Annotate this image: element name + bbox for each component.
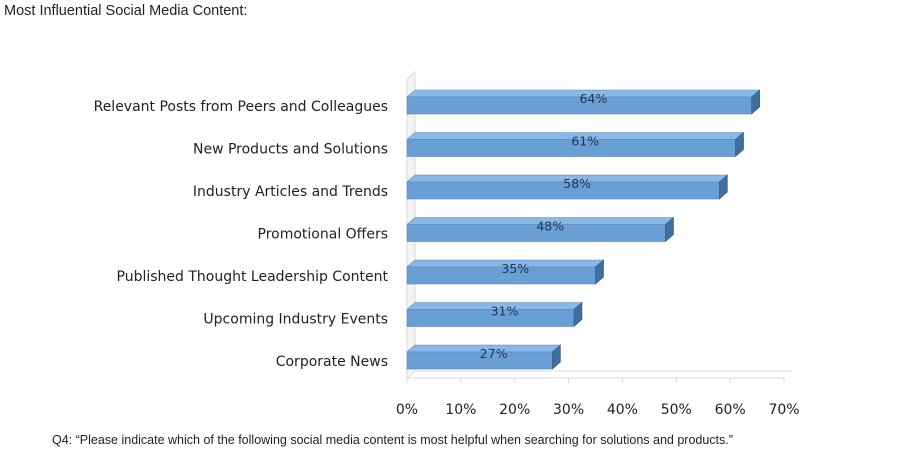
bar-end-cap xyxy=(665,216,674,243)
x-tick-label: 10% xyxy=(445,402,476,418)
bar-end-cap xyxy=(595,259,604,285)
category-label: New Products and Solutions xyxy=(193,142,388,158)
labels-layer: 0% 10% 20% 30% 40% 50% 60% 70% 64% Relevant Posts… xyxy=(94,91,800,418)
survey-footnote: Q4: “Please indicate which of the follow… xyxy=(52,433,733,447)
category-label: Relevant Posts from Peers and Colleagues xyxy=(94,99,388,115)
bar xyxy=(406,301,583,328)
bar-data-label: 48% xyxy=(536,219,564,234)
x-tick-label: 0% xyxy=(396,402,418,418)
bar-end-cap xyxy=(735,131,744,158)
bar xyxy=(406,89,761,115)
bar-data-label: 61% xyxy=(571,134,599,149)
x-tick-label: 20% xyxy=(499,402,530,418)
bar xyxy=(406,344,562,370)
x-tick-label: 70% xyxy=(768,402,799,418)
bar xyxy=(406,216,675,243)
category-label: Published Thought Leadership Content xyxy=(117,269,389,285)
x-tick-label: 60% xyxy=(715,402,746,418)
x-tick-label: 40% xyxy=(607,402,638,418)
bar-data-label: 31% xyxy=(491,304,519,319)
x-tick-label: 50% xyxy=(661,402,692,418)
category-label: Corporate News xyxy=(276,354,388,370)
category-label: Promotional Offers xyxy=(258,227,388,243)
bar-chart: 0% 10% 20% 30% 40% 50% 60% 70% 64% Relevant Posts… xyxy=(94,70,800,418)
category-label: Upcoming Industry Events xyxy=(203,312,388,328)
bar-end-cap xyxy=(719,174,728,200)
bar-end-cap xyxy=(552,344,561,370)
bar-end-cap xyxy=(751,89,760,115)
bar-end-cap xyxy=(573,301,583,328)
x-tick-label: 30% xyxy=(553,402,584,418)
bar-data-label: 58% xyxy=(563,176,591,191)
bar xyxy=(406,131,745,158)
bar xyxy=(406,259,605,285)
bar-data-label: 64% xyxy=(579,91,607,106)
bar-data-label: 27% xyxy=(480,346,508,361)
bar-data-label: 35% xyxy=(501,261,529,276)
category-label: Industry Articles and Trends xyxy=(193,184,388,200)
page-title: Most Influential Social Media Content: xyxy=(4,3,248,19)
bars-layer xyxy=(406,89,761,370)
bar xyxy=(406,174,729,200)
